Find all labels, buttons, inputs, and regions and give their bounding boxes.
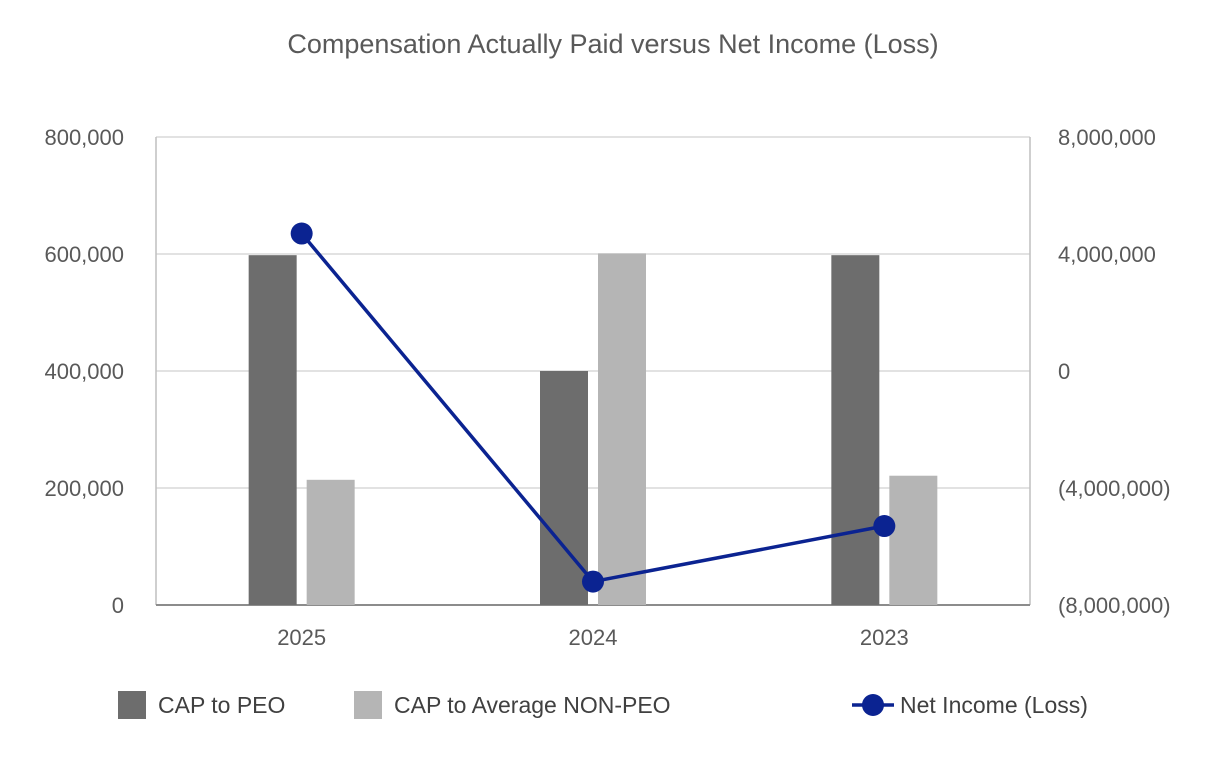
- bar: [831, 255, 880, 606]
- bar: [889, 475, 938, 605]
- right-tick-label: 4,000,000: [1058, 242, 1156, 267]
- left-tick-label: 200,000: [44, 476, 124, 501]
- legend-label: CAP to PEO: [158, 692, 285, 718]
- right-tick-label: 0: [1058, 359, 1070, 384]
- legend-label: CAP to Average NON-PEO: [394, 692, 671, 718]
- left-tick-label: 400,000: [44, 359, 124, 384]
- legend-marker: [862, 694, 884, 716]
- legend-label: Net Income (Loss): [900, 692, 1088, 718]
- data-point: [873, 515, 896, 538]
- legend: CAP to PEO CAP to Average NON-PEO Net Inco…: [118, 691, 1088, 719]
- x-tick-label: 2024: [569, 625, 618, 650]
- legend-swatch: [118, 691, 146, 719]
- chart-title: Compensation Actually Paid versus Net In…: [287, 29, 938, 59]
- bar: [306, 479, 355, 605]
- gridlines: [156, 136, 1030, 489]
- right-tick-label: (8,000,000): [1058, 593, 1171, 618]
- net-income-line: [290, 222, 896, 593]
- right-tick-label: (4,000,000): [1058, 476, 1171, 501]
- bar: [540, 371, 588, 605]
- bars: [248, 253, 938, 606]
- tick-labels: 0 200,000 400,000 600,000 800,000 (8,000,000)…: [44, 125, 1170, 650]
- left-tick-label: 800,000: [44, 125, 124, 150]
- bar: [248, 255, 297, 606]
- left-tick-label: 600,000: [44, 242, 124, 267]
- axes: [155, 137, 1031, 606]
- series-line: [300, 232, 885, 584]
- data-point: [290, 222, 313, 245]
- bar: [598, 253, 646, 606]
- x-tick-label: 2023: [860, 625, 909, 650]
- legend-swatch: [354, 691, 382, 719]
- left-tick-label: 0: [112, 593, 124, 618]
- data-point: [582, 570, 604, 593]
- right-tick-label: 8,000,000: [1058, 125, 1156, 150]
- x-tick-label: 2025: [277, 625, 326, 650]
